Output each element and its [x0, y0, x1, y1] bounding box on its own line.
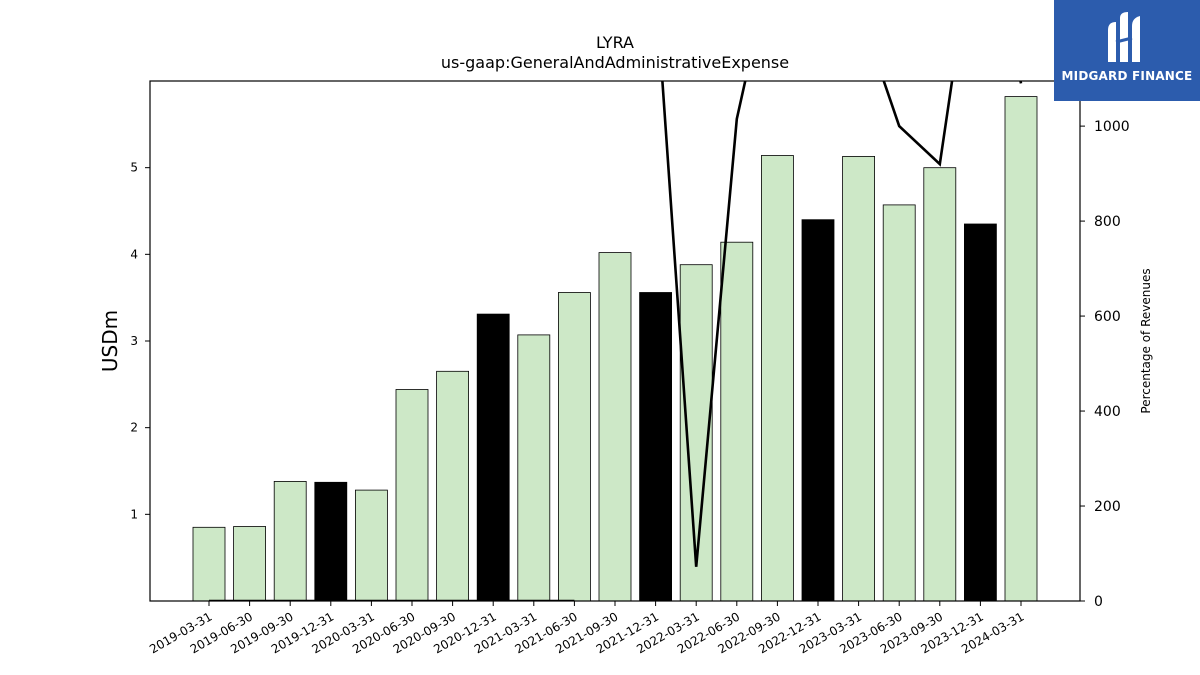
bar-2020-12-31: [476, 313, 510, 602]
y2-tick-label: 0: [1094, 594, 1103, 610]
bar-group: [192, 96, 1038, 602]
y-tick-label: 2: [130, 421, 138, 435]
bar-2020-03-31: [354, 489, 388, 602]
bar-2020-09-30: [436, 370, 470, 602]
y-tick-label: 3: [130, 334, 138, 348]
bar-2024-03-31: [1004, 96, 1038, 602]
bar-2021-12-31: [639, 292, 672, 602]
y2-tick-label: 200: [1094, 499, 1121, 515]
bar-2021-03-31: [517, 334, 551, 602]
bar-2019-09-30: [273, 480, 307, 602]
y-axis-label: USDm: [98, 310, 122, 372]
bar-2022-09-30: [761, 155, 794, 602]
y2-axis-label: Percentage of Revenues: [1139, 268, 1153, 413]
midgard-finance-logo: MIDGARD FINANCE: [1054, 0, 1200, 101]
y2-tick-label: 600: [1094, 309, 1121, 325]
y-tick-label: 1: [130, 507, 138, 521]
y2-axis: 0 200 400 600 800 1000: [1080, 119, 1130, 610]
line-group: [209, 81, 1023, 601]
x-axis: 2019-03-312019-06-302019-09-302019-12-31…: [147, 601, 1027, 656]
chart-title: LYRA: [596, 33, 634, 52]
y-tick-label: 4: [130, 247, 138, 261]
logo-text: MIDGARD FINANCE: [1061, 69, 1193, 83]
bar-2019-06-30: [233, 526, 267, 602]
y-tick-label: 5: [130, 161, 138, 175]
bar-2023-03-31: [842, 155, 875, 602]
bar-2023-12-31: [964, 223, 997, 602]
bar-2023-09-30: [923, 167, 957, 602]
y2-tick-label: 400: [1094, 404, 1121, 420]
bar-2019-12-31: [314, 481, 348, 602]
line-percentage-of-revenues: [209, 81, 1023, 601]
bar-2023-06-30: [882, 204, 916, 602]
bar-2019-03-31: [192, 526, 226, 602]
y2-tick-label: 1000: [1094, 119, 1130, 135]
logo-mark-icon: [1108, 12, 1140, 62]
bar-2022-03-31: [679, 264, 713, 602]
bar-2022-12-31: [801, 219, 835, 602]
bar-2020-06-30: [395, 389, 429, 602]
bar-2021-06-30: [558, 292, 591, 602]
bar-2022-06-30: [720, 241, 754, 602]
bar-2021-09-30: [598, 252, 632, 602]
chart-subtitle: us-gaap:GeneralAndAdministrativeExpense: [441, 53, 789, 72]
y2-tick-label: 800: [1094, 214, 1121, 230]
y-axis: 1 2 3 4 5: [130, 161, 150, 521]
